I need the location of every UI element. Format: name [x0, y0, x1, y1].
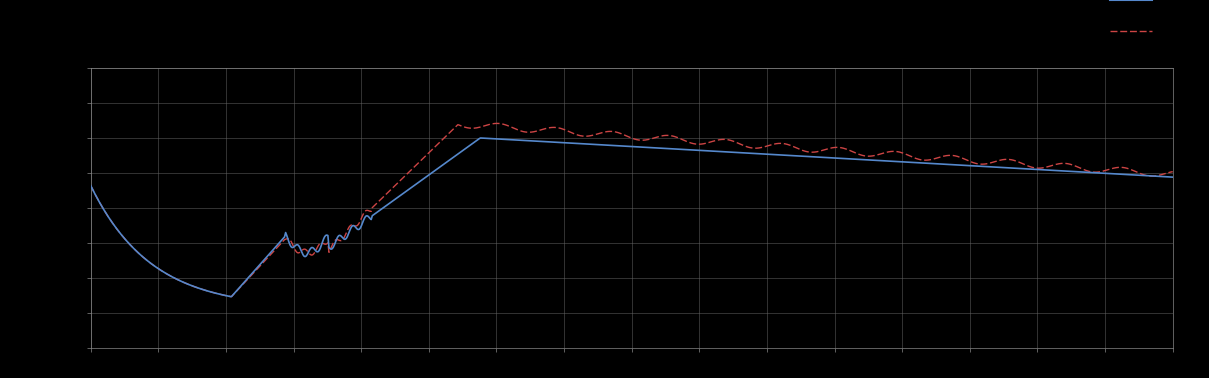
Legend: , : ,	[1107, 0, 1165, 41]
